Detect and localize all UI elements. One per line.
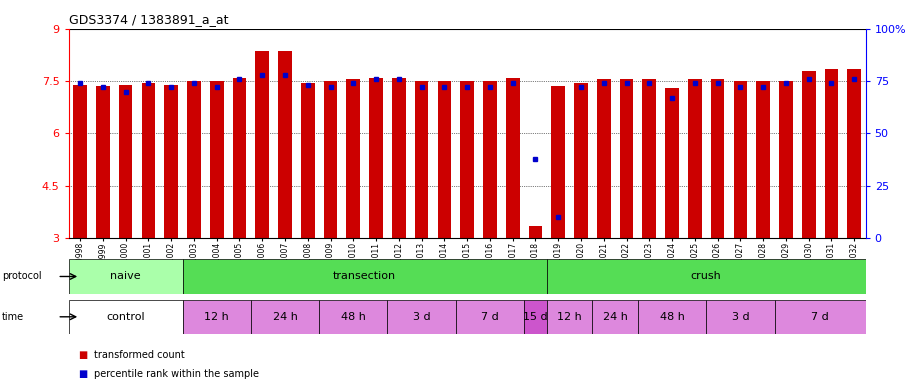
Bar (73, 84, 87, 238)
Bar (574, 83, 588, 238)
Bar (251, 300, 319, 334)
Bar (182, 259, 547, 294)
Bar (96, 86, 110, 238)
Bar (301, 83, 314, 238)
Bar (593, 300, 638, 334)
Text: 12 h: 12 h (204, 312, 229, 322)
Text: 24 h: 24 h (603, 312, 627, 322)
Bar (597, 79, 611, 238)
Bar (529, 226, 542, 238)
Text: 3 d: 3 d (413, 312, 431, 322)
Bar (369, 78, 383, 238)
Bar (319, 300, 387, 334)
Text: 7 d: 7 d (812, 312, 829, 322)
Text: naive: naive (110, 271, 141, 281)
Bar (688, 79, 702, 238)
Text: ■: ■ (78, 369, 87, 379)
Bar (824, 69, 838, 238)
Bar (780, 81, 792, 238)
Bar (392, 78, 406, 238)
Bar (524, 300, 547, 334)
Bar (711, 79, 725, 238)
Bar (456, 300, 524, 334)
Bar (182, 300, 251, 334)
Bar (233, 78, 246, 238)
Text: 15 d: 15 d (523, 312, 548, 322)
Text: GDS3374 / 1383891_a_at: GDS3374 / 1383891_a_at (69, 13, 228, 26)
Text: crush: crush (691, 271, 722, 281)
Bar (142, 83, 155, 238)
Bar (665, 88, 679, 238)
Bar (210, 81, 224, 238)
Text: percentile rank within the sample: percentile rank within the sample (94, 369, 259, 379)
Bar (638, 300, 706, 334)
Text: transformed count: transformed count (94, 350, 185, 360)
Bar (69, 259, 182, 294)
Bar (438, 81, 452, 238)
Text: ■: ■ (78, 350, 87, 360)
Text: 7 d: 7 d (481, 312, 499, 322)
Bar (506, 78, 519, 238)
Bar (620, 79, 633, 238)
Bar (547, 300, 593, 334)
Bar (346, 79, 360, 238)
Bar (802, 71, 815, 238)
Bar (387, 300, 456, 334)
Bar (642, 79, 656, 238)
Bar (847, 69, 861, 238)
Bar (551, 86, 565, 238)
Text: 3 d: 3 d (732, 312, 749, 322)
Bar (415, 81, 429, 238)
Bar (757, 81, 770, 238)
Bar (775, 300, 866, 334)
Bar (278, 51, 292, 238)
Text: control: control (106, 312, 145, 322)
Bar (164, 84, 178, 238)
Text: 12 h: 12 h (557, 312, 582, 322)
Bar (706, 300, 775, 334)
Text: time: time (2, 312, 24, 322)
Text: transection: transection (333, 271, 397, 281)
Bar (734, 81, 747, 238)
Bar (461, 81, 474, 238)
Bar (187, 81, 201, 238)
Bar (323, 81, 337, 238)
Bar (69, 300, 182, 334)
Bar (119, 84, 133, 238)
Text: 24 h: 24 h (273, 312, 298, 322)
Text: protocol: protocol (2, 271, 41, 281)
Text: 48 h: 48 h (660, 312, 684, 322)
Bar (483, 81, 496, 238)
Bar (547, 259, 866, 294)
Text: 48 h: 48 h (341, 312, 365, 322)
Bar (256, 51, 269, 238)
